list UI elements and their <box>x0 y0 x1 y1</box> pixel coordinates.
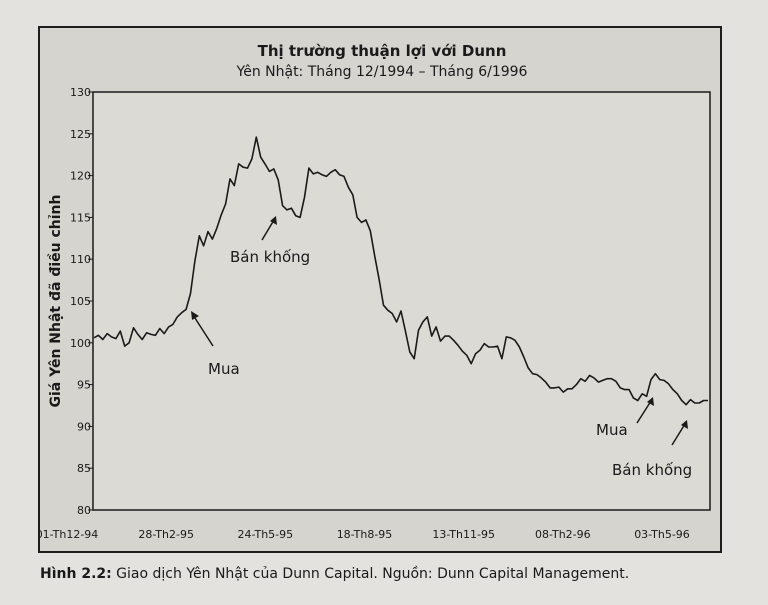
x-tick-label: 28-Th2-95 <box>138 528 194 541</box>
annotation-short-2: Bán khống <box>612 420 692 479</box>
annotation-arrow <box>261 219 275 241</box>
figure-caption: Hình 2.2: Giao dịch Yên Nhật của Dunn Ca… <box>40 566 740 582</box>
y-tick-label: 95 <box>77 379 91 392</box>
y-tick-label: 125 <box>70 128 91 141</box>
caption-text: Giao dịch Yên Nhật của Dunn Capital. Ngu… <box>111 566 630 582</box>
annotation-arrow <box>192 314 214 347</box>
y-tick-label: 100 <box>70 337 91 350</box>
x-tick-label: 18-Th8-95 <box>337 528 393 541</box>
arrowhead <box>647 397 654 406</box>
x-axis: 01-Th12-94 28-Th2-95 24-Th5-95 18-Th8-95 13-… <box>40 528 690 541</box>
annotation-buy-1: Mua <box>191 311 240 378</box>
arrowhead <box>270 216 277 225</box>
series-line <box>93 136 708 406</box>
y-axis: 80 85 90 95 100 105 110 115 120 125 130 <box>70 86 93 517</box>
y-tick-label: 85 <box>77 462 91 475</box>
arrowhead <box>191 311 199 320</box>
x-tick-label: 13-Th11-95 <box>432 528 495 541</box>
annotation-short-1: Bán khống <box>230 216 310 266</box>
chart: Thị trường thuận lợi với Dunn Yên Nhật: … <box>40 42 711 541</box>
caption-label: Hình 2.2: <box>40 566 112 582</box>
y-tick-label: 105 <box>70 295 91 308</box>
x-tick-label: 08-Th2-96 <box>535 528 591 541</box>
y-tick-label: 90 <box>77 420 91 433</box>
chart-panel: Thị trường thuận lợi với Dunn Yên Nhật: … <box>38 26 722 553</box>
chart-subtitle: Yên Nhật: Tháng 12/1994 – Tháng 6/1996 <box>236 64 528 80</box>
y-tick-label: 80 <box>77 504 91 517</box>
x-tick-label: 03-Th5-96 <box>634 528 690 541</box>
y-tick-label: 130 <box>70 86 91 99</box>
annotation-label: Mua <box>596 421 628 439</box>
y-tick-label: 110 <box>70 253 91 266</box>
y-tick-label: 120 <box>70 170 91 183</box>
annotation-buy-2: Mua <box>596 397 654 439</box>
arrowhead <box>681 420 688 429</box>
annotation-arrow <box>636 400 652 424</box>
x-tick-label: 01-Th12-94 <box>40 528 98 541</box>
y-axis-label: Giá Yên Nhật đã điều chỉnh <box>47 195 64 408</box>
annotation-label: Mua <box>208 360 240 378</box>
annotation-label: Bán khống <box>230 248 310 266</box>
plot-area <box>92 91 711 511</box>
y-tick-label: 115 <box>70 211 91 224</box>
chart-title: Thị trường thuận lợi với Dunn <box>258 42 507 60</box>
annotation-arrow <box>671 423 686 446</box>
x-tick-label: 24-Th5-95 <box>238 528 294 541</box>
annotation-label: Bán khống <box>612 461 692 479</box>
